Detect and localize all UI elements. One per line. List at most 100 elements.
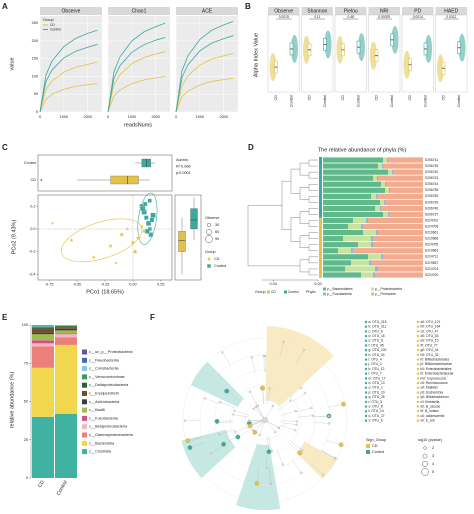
bar-segment bbox=[361, 223, 363, 230]
y-tick-label: 50 bbox=[34, 92, 38, 96]
branch bbox=[251, 357, 256, 374]
branch bbox=[256, 467, 260, 484]
branch bbox=[257, 405, 266, 421]
line bbox=[175, 35, 234, 113]
bar-segment bbox=[323, 260, 351, 266]
branch bbox=[226, 390, 240, 401]
bar-segment bbox=[55, 344, 77, 414]
line bbox=[39, 83, 98, 113]
legend-label: m: OTU_17 bbox=[369, 376, 386, 380]
x-tick-label: 1000 bbox=[196, 115, 204, 119]
bar-segment bbox=[323, 230, 363, 236]
legend-label: p__Fusobacteria bbox=[327, 292, 352, 296]
sample-label: S219661 bbox=[425, 231, 438, 235]
legend-label: c__Coriobacteriia bbox=[89, 367, 119, 371]
bar-segment bbox=[371, 193, 376, 199]
bar-segment bbox=[378, 266, 423, 272]
plot-bg bbox=[176, 16, 238, 112]
legend-dot bbox=[416, 358, 420, 361]
branch bbox=[233, 414, 250, 418]
panel-letter: B bbox=[245, 2, 251, 11]
legend-dot bbox=[416, 419, 420, 422]
legend-dot bbox=[416, 363, 420, 366]
legend-label: p__Firmicutes bbox=[375, 292, 396, 296]
panel-letter: C bbox=[2, 143, 8, 152]
line bbox=[39, 61, 98, 113]
annotation: Adonis: bbox=[176, 158, 189, 162]
legend-dot bbox=[416, 386, 420, 389]
root bbox=[262, 417, 268, 423]
node bbox=[260, 385, 266, 391]
y-tick-label: 250 bbox=[32, 21, 38, 25]
bar-segment bbox=[389, 187, 390, 193]
facet-title: Shannon bbox=[307, 9, 327, 15]
group-cell bbox=[319, 211, 322, 218]
bar-segment bbox=[385, 181, 386, 187]
legend-label: r0: Klebsiella bbox=[421, 400, 440, 404]
group-cell bbox=[319, 223, 322, 230]
facet-strip bbox=[268, 7, 300, 15]
legend-label: c__Gammaproteobacteria bbox=[89, 433, 134, 437]
ring bbox=[182, 337, 348, 503]
node bbox=[247, 420, 251, 423]
y-tick-label: 0.2 bbox=[30, 204, 35, 208]
node bbox=[214, 418, 220, 424]
legend-label: p__Bacteroidetes bbox=[327, 287, 353, 291]
node bbox=[341, 401, 346, 407]
bar-segment bbox=[378, 163, 382, 169]
branch bbox=[312, 416, 329, 418]
bar-segment bbox=[32, 325, 54, 327]
x-tick-label: 1000 bbox=[128, 115, 136, 119]
box bbox=[178, 231, 186, 252]
x-tick-label: 1000 bbox=[60, 115, 68, 119]
legend-dot bbox=[364, 419, 368, 422]
x-tick-label: 0 bbox=[39, 115, 41, 119]
dendrogram bbox=[308, 244, 318, 251]
node bbox=[322, 473, 325, 476]
branch bbox=[259, 419, 266, 436]
box-label: CD bbox=[31, 178, 37, 182]
point bbox=[69, 237, 74, 243]
point bbox=[135, 234, 142, 241]
legend-swatch bbox=[82, 415, 87, 421]
node bbox=[254, 481, 260, 486]
legend-label: g: OTU_100 bbox=[369, 348, 387, 352]
facet-strip bbox=[435, 7, 467, 15]
branch bbox=[262, 388, 264, 405]
legend-title: Group bbox=[43, 18, 54, 22]
legend-label: v0: E_coli bbox=[421, 419, 436, 423]
violin bbox=[303, 35, 310, 64]
x-tick-label: CD bbox=[442, 95, 446, 101]
bar-segment bbox=[323, 236, 343, 242]
legend-swatch bbox=[82, 407, 87, 413]
legend-dot bbox=[416, 414, 420, 418]
group-cell bbox=[319, 157, 322, 164]
bar-segment bbox=[323, 169, 388, 175]
facet-title: Observe bbox=[62, 9, 81, 15]
branch bbox=[279, 342, 284, 358]
x-tick-label: 0.00 bbox=[129, 283, 136, 287]
node bbox=[270, 450, 274, 453]
x-tick-label: 2000 bbox=[219, 115, 227, 119]
x-tick-label: CD bbox=[341, 95, 345, 101]
sample-label: S206741 bbox=[425, 158, 438, 162]
node bbox=[266, 449, 272, 455]
branch bbox=[311, 463, 324, 475]
x-tick-label: -0.75 bbox=[45, 283, 54, 287]
legend-dot bbox=[416, 339, 420, 342]
bar-segment bbox=[376, 230, 378, 236]
bar-segment bbox=[378, 230, 423, 236]
legend-label: Control bbox=[50, 27, 61, 31]
node bbox=[234, 430, 237, 433]
bar-segment bbox=[55, 327, 77, 329]
ring bbox=[214, 369, 316, 471]
node bbox=[254, 405, 257, 408]
node bbox=[297, 450, 303, 456]
point bbox=[146, 220, 152, 226]
x-tick-label: Control bbox=[390, 95, 394, 107]
facet-title: Pielou bbox=[344, 9, 358, 15]
legend-label: d0: OTU_53 bbox=[421, 334, 439, 338]
legend-label: j: OTU_2 bbox=[368, 362, 382, 366]
legend-dot bbox=[364, 400, 368, 404]
sample-label: S224711 bbox=[425, 255, 438, 259]
